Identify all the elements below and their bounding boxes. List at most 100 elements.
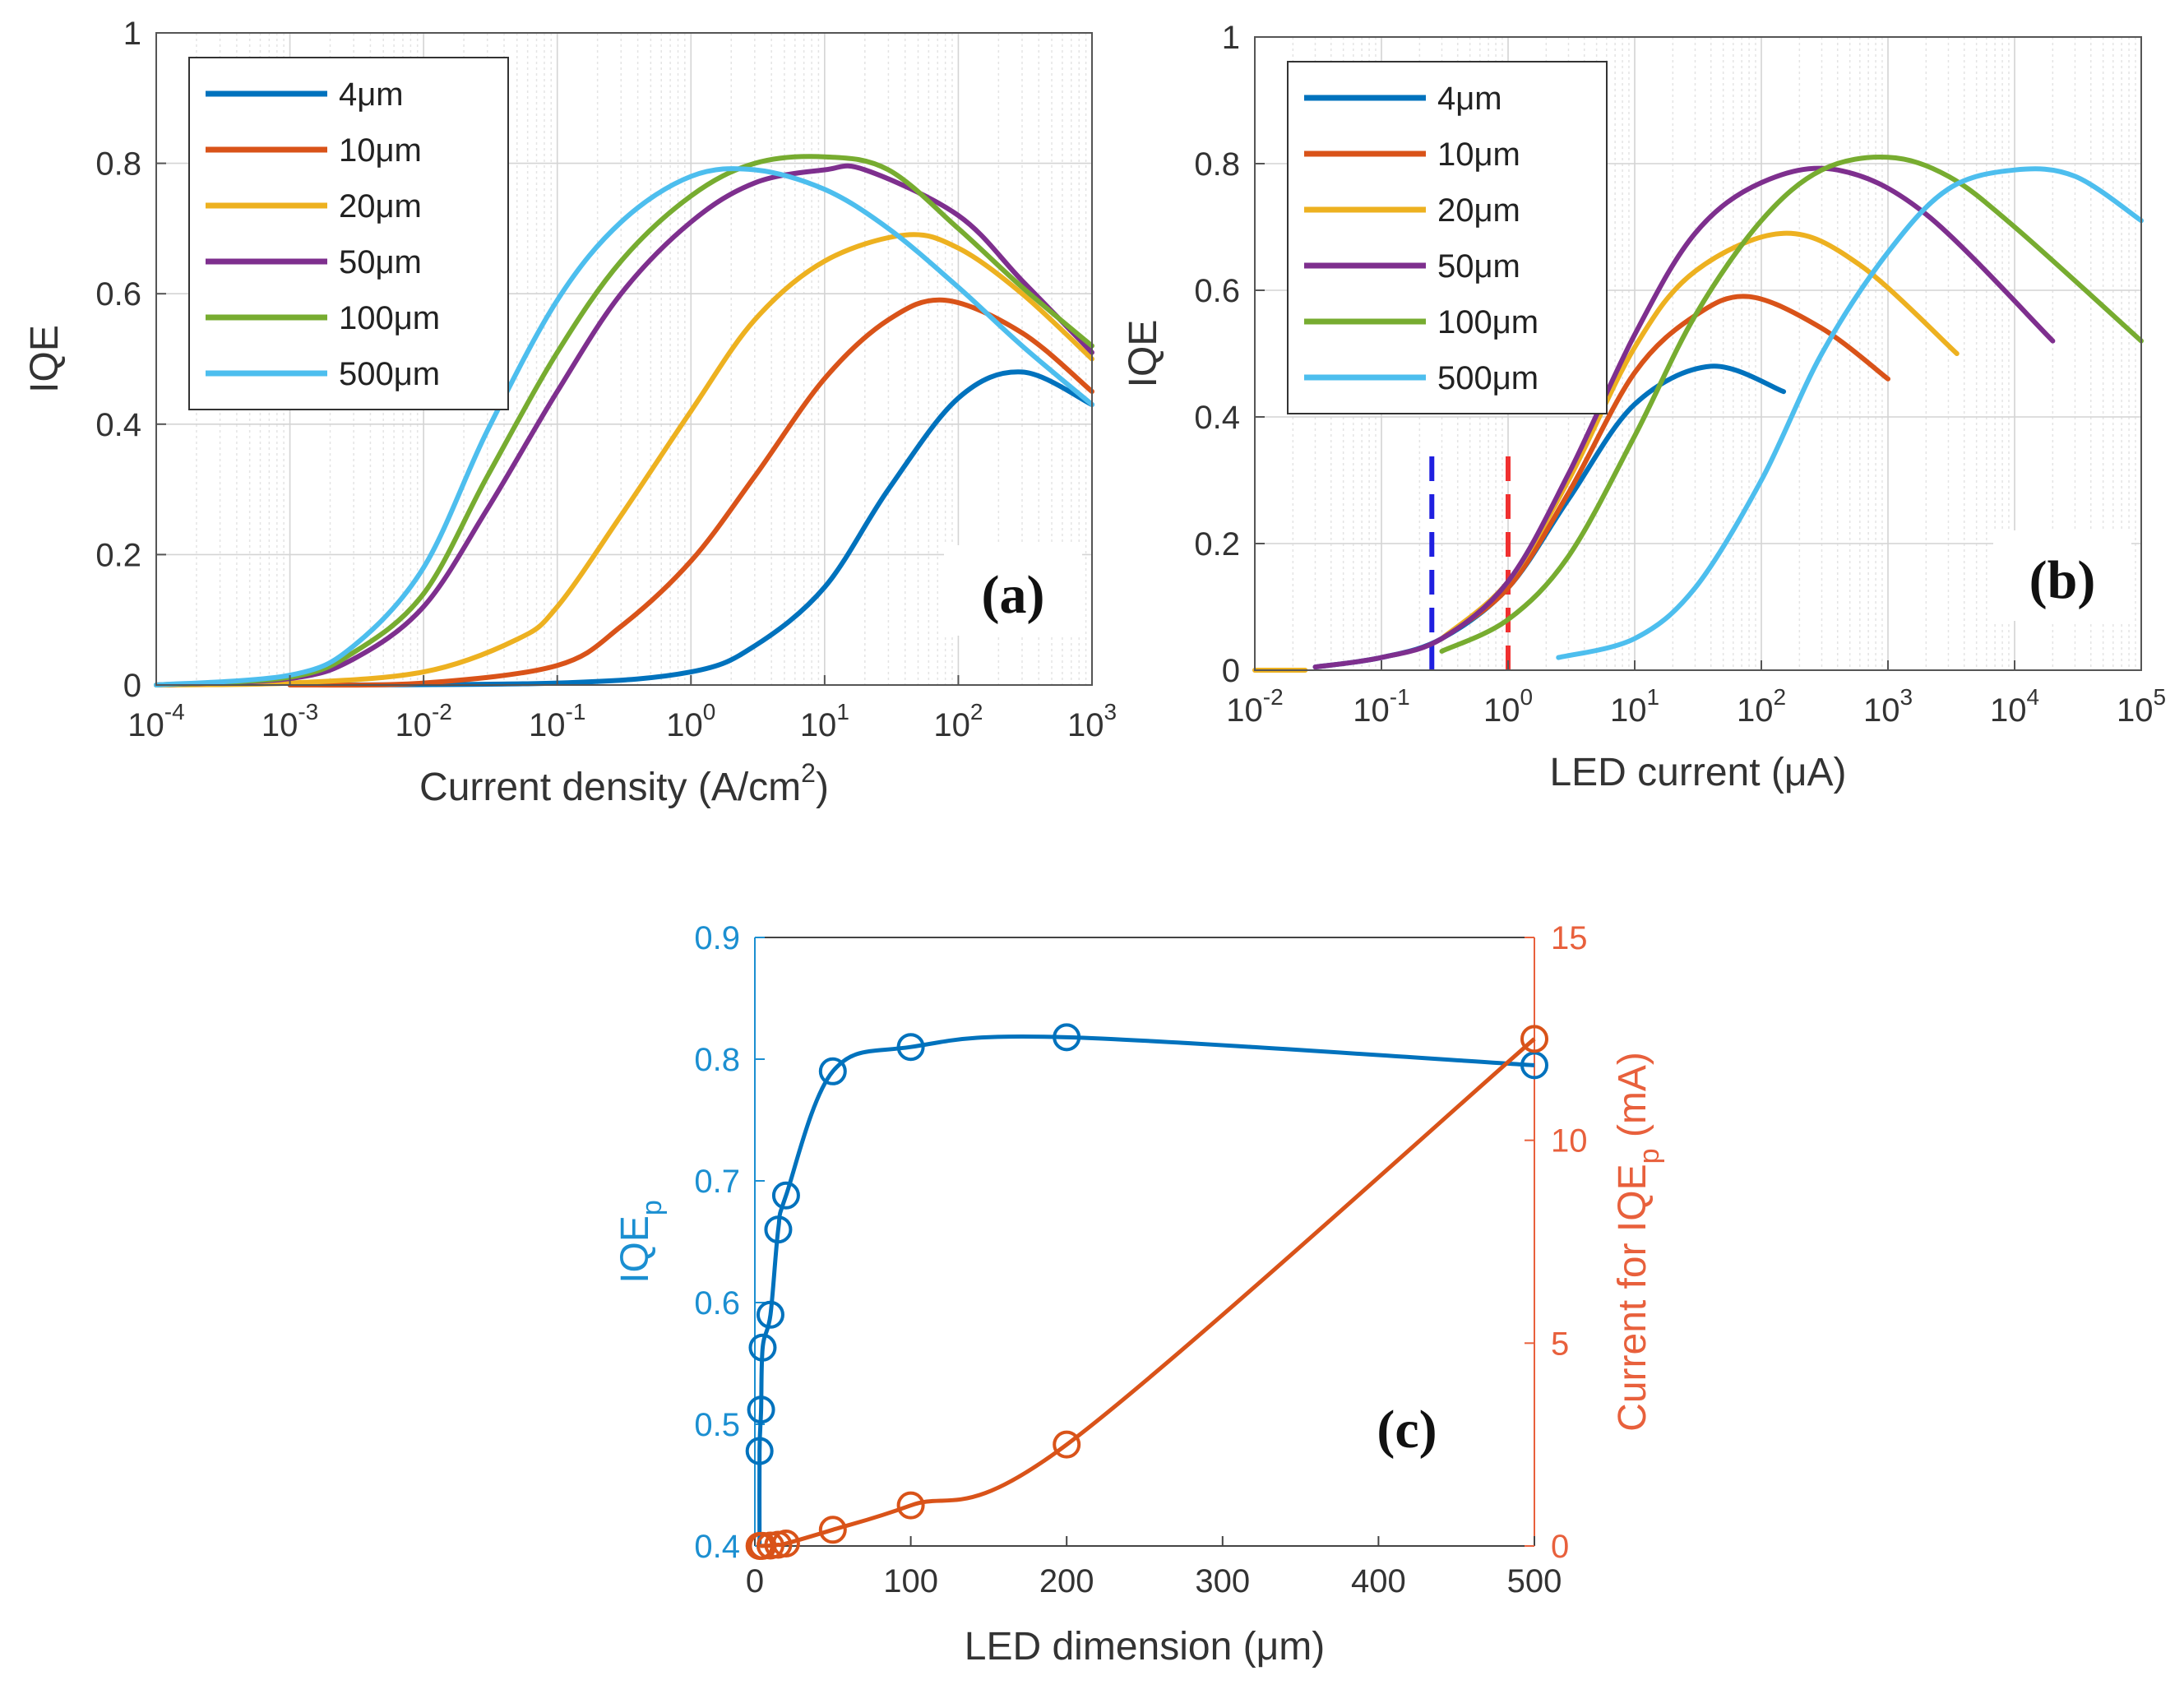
x-tick-label: 10-4 bbox=[127, 699, 184, 743]
y-tick-label: 0 bbox=[123, 668, 141, 704]
y-tick-label: 0.4 bbox=[1194, 400, 1240, 436]
panel-label: (b) bbox=[2029, 550, 2096, 610]
y-tick-label: 0.2 bbox=[1194, 526, 1240, 562]
iqe-peak-line bbox=[757, 1034, 1535, 1547]
chart-panel-c: 0 100 200 300 400 500 0.4 0.5 0.6 0.7 0.8 0.9 0 5 10 15… bbox=[613, 920, 1665, 1669]
panel-label-bg bbox=[944, 545, 1082, 636]
series-line bbox=[154, 154, 1094, 687]
y-tick-label: 0.4 bbox=[95, 407, 141, 443]
current-marker bbox=[896, 1491, 925, 1520]
iqe-peak-marker bbox=[748, 1333, 777, 1362]
x-tick-label: 103 bbox=[1863, 684, 1913, 729]
x-tick-label: 10-2 bbox=[1226, 684, 1283, 729]
panel-label-bg bbox=[1993, 530, 2131, 621]
x-tick-label: 100 bbox=[883, 1563, 938, 1599]
x-tick-label: 10-1 bbox=[529, 699, 585, 743]
current-marker bbox=[1520, 1025, 1548, 1053]
x-tick-label: 100 bbox=[666, 699, 715, 743]
series-line bbox=[287, 369, 1094, 687]
legend-label: 10μm bbox=[1437, 137, 1520, 173]
current-marker bbox=[818, 1516, 847, 1544]
panel-label: (c) bbox=[1377, 1400, 1437, 1460]
x-axis-label: LED dimension (μm) bbox=[965, 1625, 1325, 1669]
x-tick-label: 400 bbox=[1351, 1563, 1406, 1599]
current-marker bbox=[771, 1530, 800, 1558]
x-axis-label: Current density (A/cm2) bbox=[419, 758, 829, 809]
current-marker bbox=[1053, 1430, 1081, 1459]
x-tick-label: 102 bbox=[933, 699, 983, 743]
legend-label: 4μm bbox=[1437, 81, 1502, 117]
x-tick-label: 104 bbox=[1990, 684, 2039, 729]
axes-box bbox=[1254, 36, 2142, 671]
y-axis-label: IQE bbox=[23, 325, 67, 393]
iqe-peak-marker bbox=[756, 1300, 784, 1329]
series-line bbox=[1439, 155, 2144, 654]
legend-label: 500μm bbox=[1437, 360, 1539, 396]
y-right-tick-label: 10 bbox=[1551, 1123, 1588, 1159]
x-tick-label: 10-2 bbox=[395, 699, 451, 743]
current-line bbox=[758, 1037, 1536, 1548]
y-tick-label: 0.2 bbox=[95, 537, 141, 573]
x-tick-label: 101 bbox=[800, 699, 849, 743]
legend-label: 4μm bbox=[339, 76, 404, 113]
y-right-tick-label: 0 bbox=[1551, 1529, 1569, 1565]
x-tick-label: 102 bbox=[1737, 684, 1786, 729]
legend-label: 100μm bbox=[339, 300, 440, 336]
y-right-axis-label: Current for IQEp (mA) bbox=[1611, 1052, 1665, 1432]
x-tick-label: 0 bbox=[746, 1563, 764, 1599]
legend-box bbox=[1287, 61, 1608, 414]
y-tick-label: 0.6 bbox=[1194, 273, 1240, 309]
iqe-peak-marker bbox=[745, 1437, 774, 1465]
y-tick-label: 1 bbox=[1222, 20, 1240, 56]
y-left-axis-label: IQEp bbox=[613, 1200, 668, 1284]
iqe-peak-marker bbox=[747, 1395, 775, 1424]
y-right-tick-label: 5 bbox=[1551, 1326, 1569, 1362]
series-line bbox=[1312, 165, 2056, 670]
x-tick-label: 101 bbox=[1610, 684, 1659, 729]
iqe-peak-marker bbox=[764, 1215, 793, 1244]
y-axis-label: IQE bbox=[1122, 320, 1165, 388]
y-tick-label: 1 bbox=[123, 16, 141, 52]
legend-label: 100μm bbox=[1437, 304, 1539, 340]
legend-label: 50μm bbox=[339, 244, 422, 280]
y-tick-label: 0.8 bbox=[1194, 146, 1240, 183]
iqe-peak-marker bbox=[896, 1033, 925, 1062]
iqe-peak-marker bbox=[1520, 1051, 1548, 1080]
y-left-tick-label: 0.9 bbox=[694, 920, 740, 956]
y-left-tick-label: 0.8 bbox=[694, 1042, 740, 1078]
x-tick-label: 105 bbox=[2117, 684, 2166, 729]
series-line bbox=[154, 232, 1094, 687]
y-left-tick-label: 0.6 bbox=[694, 1285, 740, 1321]
legend-box bbox=[188, 57, 509, 410]
series-line bbox=[154, 166, 1094, 687]
y-tick-label: 0.8 bbox=[95, 146, 141, 183]
x-tick-label: 200 bbox=[1039, 1563, 1094, 1599]
y-left-tick-label: 0.4 bbox=[694, 1529, 740, 1565]
series-line bbox=[1439, 294, 1890, 641]
legend-label: 20μm bbox=[1437, 192, 1520, 229]
series-line bbox=[1556, 166, 2144, 660]
y-tick-label: 0 bbox=[1222, 653, 1240, 689]
legend-label: 10μm bbox=[339, 132, 422, 169]
x-tick-label: 10-1 bbox=[1353, 684, 1409, 729]
y-left-tick-label: 0.7 bbox=[694, 1164, 740, 1200]
iqe-peak-marker bbox=[818, 1057, 847, 1085]
iqe-peak-marker bbox=[1053, 1023, 1081, 1052]
iqe-peak-marker bbox=[771, 1181, 800, 1210]
y-left-tick-label: 0.5 bbox=[694, 1407, 740, 1443]
legend-label: 500μm bbox=[339, 356, 440, 392]
chart-panel-b: 0 0.2 0.4 0.6 0.8 1 10-2 10-1 100 101 102 103 104 105… bbox=[1122, 20, 2166, 794]
x-axis-label: LED current (μA) bbox=[1549, 751, 1846, 794]
x-tick-label: 300 bbox=[1195, 1563, 1250, 1599]
series-line bbox=[287, 297, 1094, 688]
chart-panel-a: 0 0.2 0.4 0.6 0.8 1 10-4 10-3 10-2 10-1 100 101 102 1… bbox=[23, 16, 1117, 809]
x-tick-label: 10-3 bbox=[261, 699, 318, 743]
panel-label: (a) bbox=[982, 565, 1045, 625]
y-tick-label: 0.6 bbox=[95, 276, 141, 312]
y-right-tick-label: 15 bbox=[1551, 920, 1588, 956]
legend-label: 20μm bbox=[339, 188, 422, 224]
axes-box bbox=[155, 32, 1093, 686]
legend-label: 50μm bbox=[1437, 248, 1520, 285]
x-tick-label: 103 bbox=[1067, 699, 1117, 743]
